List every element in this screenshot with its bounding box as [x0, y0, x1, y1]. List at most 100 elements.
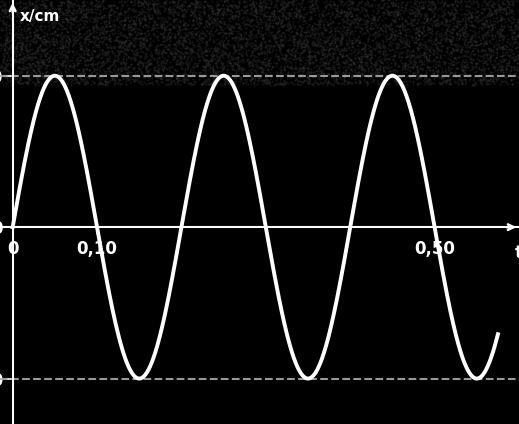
- Point: [494, 32, 502, 39]
- Point: [364, 64, 372, 71]
- Point: [252, 0, 260, 5]
- Point: [50, 54, 58, 61]
- Point: [34, 35, 43, 42]
- Point: [223, 58, 231, 65]
- Point: [326, 80, 334, 87]
- Point: [260, 12, 268, 19]
- Point: [355, 56, 363, 63]
- Point: [110, 81, 118, 88]
- Point: [0, 13, 7, 20]
- Point: [71, 30, 79, 37]
- Point: [309, 39, 318, 46]
- Point: [114, 43, 122, 50]
- Point: [467, 42, 475, 48]
- Point: [45, 75, 53, 82]
- Point: [324, 65, 332, 72]
- Point: [199, 79, 208, 86]
- Point: [456, 25, 464, 32]
- Point: [57, 69, 65, 75]
- Point: [445, 51, 453, 58]
- Point: [62, 55, 71, 61]
- Point: [326, 53, 335, 59]
- Point: [349, 36, 357, 43]
- Point: [202, 22, 211, 29]
- Point: [142, 81, 150, 88]
- Point: [95, 0, 104, 7]
- Point: [323, 22, 332, 28]
- Point: [66, 37, 75, 44]
- Point: [274, 42, 282, 49]
- Point: [289, 0, 297, 5]
- Point: [401, 76, 409, 83]
- Point: [48, 75, 57, 82]
- Point: [29, 20, 37, 26]
- Point: [83, 56, 91, 63]
- Point: [250, 80, 258, 86]
- Point: [159, 48, 167, 55]
- Point: [17, 80, 25, 86]
- Point: [360, 53, 368, 60]
- Point: [379, 67, 388, 73]
- Point: [80, 0, 88, 4]
- Point: [234, 62, 242, 69]
- Point: [85, 73, 93, 80]
- Point: [54, 32, 62, 39]
- Point: [224, 29, 232, 36]
- Point: [483, 28, 491, 35]
- Point: [464, 44, 472, 51]
- Point: [343, 17, 351, 24]
- Point: [63, 1, 72, 8]
- Point: [155, 70, 163, 76]
- Point: [126, 46, 134, 53]
- Point: [249, 52, 257, 59]
- Point: [479, 10, 487, 17]
- Point: [231, 19, 240, 26]
- Point: [95, 64, 104, 70]
- Point: [339, 50, 347, 57]
- Point: [368, 20, 376, 27]
- Point: [20, 4, 28, 11]
- Point: [235, 23, 243, 30]
- Point: [183, 62, 191, 69]
- Point: [238, 70, 247, 76]
- Point: [22, 38, 31, 45]
- Point: [511, 21, 519, 28]
- Point: [119, 47, 128, 54]
- Point: [0, 40, 7, 47]
- Point: [491, 38, 500, 45]
- Point: [455, 54, 463, 61]
- Point: [247, 71, 255, 78]
- Point: [151, 7, 159, 14]
- Point: [201, 63, 209, 70]
- Point: [98, 59, 106, 65]
- Point: [374, 21, 383, 28]
- Point: [164, 73, 172, 79]
- Point: [387, 0, 395, 6]
- Point: [45, 58, 53, 64]
- Point: [23, 68, 31, 75]
- Point: [292, 76, 300, 83]
- Point: [391, 8, 400, 14]
- Point: [379, 11, 387, 18]
- Point: [194, 41, 202, 48]
- Point: [0, 40, 4, 47]
- Point: [202, 51, 210, 58]
- Point: [244, 80, 252, 87]
- Point: [31, 35, 39, 42]
- Point: [34, 50, 42, 57]
- Point: [310, 6, 319, 12]
- Point: [183, 65, 191, 72]
- Point: [202, 20, 210, 27]
- Point: [262, 20, 270, 27]
- Point: [34, 79, 43, 86]
- Point: [445, 37, 453, 44]
- Point: [169, 77, 177, 84]
- Point: [42, 10, 50, 17]
- Point: [58, 28, 66, 35]
- Point: [466, 35, 474, 42]
- Point: [173, 60, 182, 67]
- Point: [31, 51, 39, 58]
- Point: [404, 8, 413, 15]
- Point: [3, 62, 11, 69]
- Point: [458, 61, 467, 68]
